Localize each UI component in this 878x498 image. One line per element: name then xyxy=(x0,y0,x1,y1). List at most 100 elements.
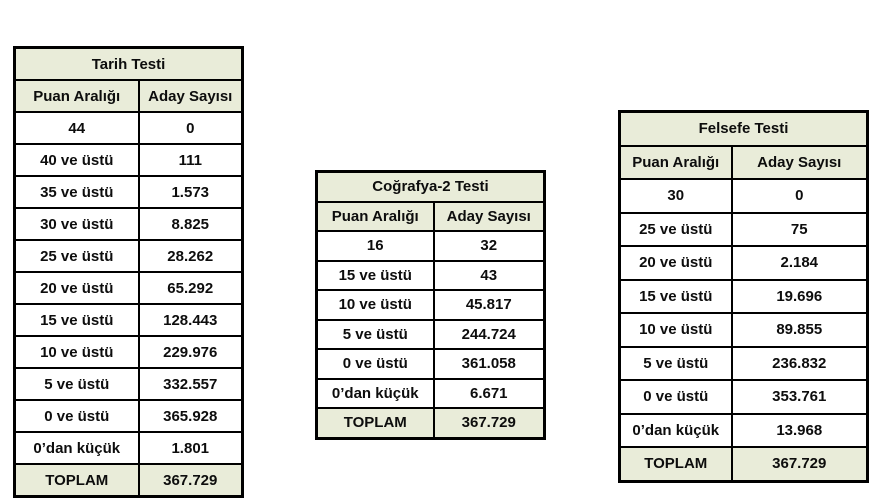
table-row: 10 ve üstü 89.855 xyxy=(618,312,870,348)
table-total-row: TOPLAM 367.729 xyxy=(618,446,870,483)
table-title-row: Felsefe Testi xyxy=(617,110,870,147)
table-row: 15 ve üstü 19.696 xyxy=(618,278,870,314)
score-range-cell: 15 ve üstü xyxy=(13,303,140,337)
score-range-cell: 0 ve üstü xyxy=(315,348,435,380)
total-value-cell: 367.729 xyxy=(730,446,870,483)
score-range-cell: 44 xyxy=(13,111,140,145)
table-row: 20 ve üstü 65.292 xyxy=(13,271,244,305)
table-row: 16 32 xyxy=(315,230,547,262)
candidate-count-cell: 75 xyxy=(730,211,870,247)
score-range-cell: 20 ve üstü xyxy=(618,245,733,281)
table-row: 5 ve üstü 332.557 xyxy=(13,367,244,401)
score-range-cell: 25 ve üstü xyxy=(618,211,733,247)
score-range-cell: 15 ve üstü xyxy=(618,278,733,314)
table-title: Coğrafya-2 Testi xyxy=(314,170,547,203)
table-row: 0’dan küçük 1.801 xyxy=(13,431,244,465)
table-total-row: TOPLAM 367.729 xyxy=(315,407,547,440)
candidate-count-cell: 89.855 xyxy=(730,312,870,348)
table-body: Coğrafya-2 Testi Puan Aralığı Aday Sayısı 1… xyxy=(314,170,547,440)
table-header-row: Puan Aralığı Aday Sayısı xyxy=(315,200,547,232)
table-row: 0 ve üstü 361.058 xyxy=(315,348,547,380)
candidate-count-cell: 1.573 xyxy=(137,175,244,209)
candidate-count-cell: 32 xyxy=(432,230,547,262)
table-row: 0’dan küçük 13.968 xyxy=(618,412,870,448)
table-body: Felsefe Testi Puan Aralığı Aday Sayısı 30 0 2… xyxy=(617,110,870,483)
candidate-count-cell: 244.724 xyxy=(432,318,547,350)
table-row: 20 ve üstü 2.184 xyxy=(618,245,870,281)
score-range-cell: 20 ve üstü xyxy=(13,271,140,305)
table-title-row: Coğrafya-2 Testi xyxy=(314,170,547,203)
table-row: 44 0 xyxy=(13,111,244,145)
column-header: Puan Aralığı xyxy=(618,144,733,180)
candidate-count-cell: 19.696 xyxy=(730,278,870,314)
candidate-count-cell: 28.262 xyxy=(137,239,244,273)
page-root: { "page": { "background_color": "#ffffff… xyxy=(13,46,870,498)
candidate-count-cell: 1.801 xyxy=(137,431,244,465)
table-row: 10 ve üstü 45.817 xyxy=(315,289,547,321)
table-title: Tarih Testi xyxy=(13,46,244,81)
total-label-cell: TOPLAM xyxy=(315,407,435,440)
column-header: Aday Sayısı xyxy=(432,200,547,232)
score-range-cell: 0’dan küçük xyxy=(13,431,140,465)
total-value-cell: 367.729 xyxy=(137,463,244,498)
score-table-felsefe: Felsefe Testi Puan Aralığı Aday Sayısı 30 0 2… xyxy=(617,110,870,483)
table-row: 5 ve üstü 236.832 xyxy=(618,345,870,381)
total-label-cell: TOPLAM xyxy=(13,463,140,498)
total-label-cell: TOPLAM xyxy=(618,446,733,483)
candidate-count-cell: 45.817 xyxy=(432,289,547,321)
candidate-count-cell: 332.557 xyxy=(137,367,244,401)
table-row: 0 ve üstü 365.928 xyxy=(13,399,244,433)
table-row: 40 ve üstü 111 xyxy=(13,143,244,177)
table-total-row: TOPLAM 367.729 xyxy=(13,463,244,498)
candidate-count-cell: 13.968 xyxy=(730,412,870,448)
candidate-count-cell: 6.671 xyxy=(432,377,547,409)
table-header-row: Puan Aralığı Aday Sayısı xyxy=(13,79,244,113)
candidate-count-cell: 8.825 xyxy=(137,207,244,241)
column-header: Puan Aralığı xyxy=(315,200,435,232)
score-range-cell: 40 ve üstü xyxy=(13,143,140,177)
candidate-count-cell: 361.058 xyxy=(432,348,547,380)
table-row: 5 ve üstü 244.724 xyxy=(315,318,547,350)
table-row: 30 ve üstü 8.825 xyxy=(13,207,244,241)
candidate-count-cell: 229.976 xyxy=(137,335,244,369)
score-range-cell: 30 xyxy=(618,178,733,214)
table-row: 35 ve üstü 1.573 xyxy=(13,175,244,209)
score-range-cell: 5 ve üstü xyxy=(315,318,435,350)
score-range-cell: 15 ve üstü xyxy=(315,259,435,291)
score-range-cell: 10 ve üstü xyxy=(618,312,733,348)
candidate-count-cell: 65.292 xyxy=(137,271,244,305)
score-range-cell: 25 ve üstü xyxy=(13,239,140,273)
score-table-tarih: Tarih Testi Puan Aralığı Aday Sayısı 44 0 40 … xyxy=(13,46,244,498)
candidate-count-cell: 43 xyxy=(432,259,547,291)
score-range-cell: 0’dan küçük xyxy=(315,377,435,409)
score-range-cell: 5 ve üstü xyxy=(13,367,140,401)
score-table-cografya: Coğrafya-2 Testi Puan Aralığı Aday Sayısı 1… xyxy=(314,170,547,440)
table-row: 30 0 xyxy=(618,178,870,214)
score-range-cell: 5 ve üstü xyxy=(618,345,733,381)
column-header: Puan Aralığı xyxy=(13,79,140,113)
candidate-count-cell: 236.832 xyxy=(730,345,870,381)
table-row: 0’dan küçük 6.671 xyxy=(315,377,547,409)
score-range-cell: 0 ve üstü xyxy=(13,399,140,433)
score-range-cell: 30 ve üstü xyxy=(13,207,140,241)
score-range-cell: 0’dan küçük xyxy=(618,412,733,448)
total-value-cell: 367.729 xyxy=(432,407,547,440)
candidate-count-cell: 2.184 xyxy=(730,245,870,281)
candidate-count-cell: 128.443 xyxy=(137,303,244,337)
score-range-cell: 35 ve üstü xyxy=(13,175,140,209)
table-row: 0 ve üstü 353.761 xyxy=(618,379,870,415)
table-header-row: Puan Aralığı Aday Sayısı xyxy=(618,144,870,180)
column-header: Aday Sayısı xyxy=(137,79,244,113)
table-row: 10 ve üstü 229.976 xyxy=(13,335,244,369)
score-range-cell: 0 ve üstü xyxy=(618,379,733,415)
column-header: Aday Sayısı xyxy=(730,144,870,180)
table-row: 15 ve üstü 43 xyxy=(315,259,547,291)
candidate-count-cell: 0 xyxy=(137,111,244,145)
score-range-cell: 16 xyxy=(315,230,435,262)
table-title-row: Tarih Testi xyxy=(13,46,244,81)
candidate-count-cell: 365.928 xyxy=(137,399,244,433)
score-range-cell: 10 ve üstü xyxy=(13,335,140,369)
table-title: Felsefe Testi xyxy=(617,110,870,147)
candidate-count-cell: 353.761 xyxy=(730,379,870,415)
table-row: 15 ve üstü 128.443 xyxy=(13,303,244,337)
